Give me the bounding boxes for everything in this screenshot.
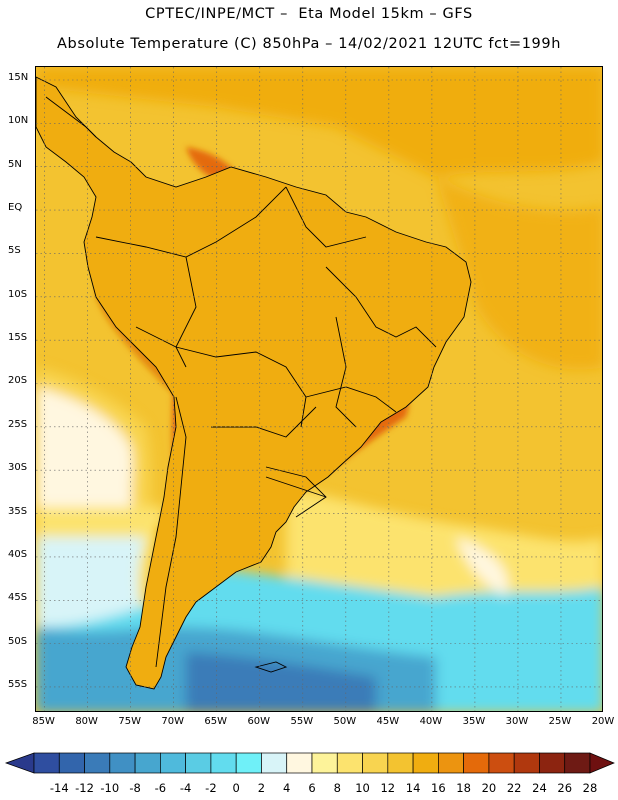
colorbar-swatch <box>235 752 262 774</box>
colorbar-tick-label: 12 <box>380 781 396 795</box>
lat-tick-label: EQ <box>8 202 23 214</box>
colorbar-high-arrow <box>589 752 615 774</box>
colorbar-tick-label: 6 <box>308 781 316 795</box>
colorbar-swatch <box>362 752 389 774</box>
lat-tick-label: 5N <box>8 158 22 170</box>
colorbar-tick-label: -8 <box>129 781 141 795</box>
border-peru-brazil <box>175 256 197 368</box>
field-atlantic-pale-patch <box>456 537 508 597</box>
colorbar-tick-label: 22 <box>506 781 522 795</box>
field-atlantic-warm <box>436 177 602 370</box>
lon-tick-label: 80W <box>75 716 98 727</box>
graticule <box>36 67 602 711</box>
colorbar-swatch <box>185 752 212 774</box>
colorbar-tick-label: -6 <box>154 781 167 795</box>
colorbar-tick-label: 16 <box>431 781 446 795</box>
border-rio-grande <box>265 476 327 498</box>
border-paraguay <box>211 406 317 438</box>
colorbar-low-arrow <box>4 752 35 774</box>
lon-tick-label: 85W <box>32 716 55 727</box>
lat-tick-label: 10S <box>8 288 28 300</box>
border-colombia <box>95 186 287 258</box>
colorbar-swatch <box>210 752 237 774</box>
lon-tick-label: 30W <box>505 716 529 727</box>
lon-tick-label: 75W <box>118 716 141 727</box>
lat-tick-label: 45S <box>8 592 28 604</box>
colorbar-swatch <box>160 752 186 774</box>
border-uruguay <box>265 466 327 518</box>
lon-tick-label: 20W <box>591 716 615 727</box>
colorbar-swatch <box>261 752 288 774</box>
temperature-colorbar <box>4 752 615 774</box>
colorbar-swatch <box>311 752 338 774</box>
colorbar-swatch <box>58 752 85 774</box>
colorbar-swatch <box>109 752 136 774</box>
map-title-line2: Absolute Temperature (C) 850hPa – 14/02/… <box>57 36 561 52</box>
lon-tick-label: 60W <box>247 716 271 727</box>
lon-tick-label: 40W <box>419 716 443 727</box>
lat-tick-label: 20S <box>8 375 28 387</box>
colorbar-tick-label: 18 <box>456 781 471 795</box>
falkland-islands <box>254 661 288 673</box>
map-canvas <box>36 67 602 711</box>
lat-tick-label: 50S <box>8 635 28 647</box>
colorbar-tick-label: 0 <box>232 781 240 795</box>
colorbar-swatch <box>463 752 490 774</box>
colorbar-tick-label: 20 <box>481 781 497 795</box>
lat-tick-label: 10N <box>8 115 29 127</box>
colorbar-tick-label: 10 <box>355 781 370 795</box>
border-brazil-states-3 <box>335 316 357 428</box>
border-brazil-states-1 <box>325 266 437 348</box>
border-chile-argentina <box>155 396 187 668</box>
lat-tick-label: 15N <box>8 72 29 83</box>
political-borders <box>36 76 472 690</box>
field-tropics-north <box>36 67 602 177</box>
colorbar-swatch <box>564 752 591 774</box>
lat-tick-label: 40S <box>8 548 28 560</box>
lon-tick-label: 45W <box>376 716 400 727</box>
lon-tick-label: 25W <box>548 716 572 727</box>
colorbar-tick-label: -4 <box>179 781 192 795</box>
lon-tick-label: 65W <box>204 716 228 727</box>
colorbar-swatch <box>539 752 566 774</box>
lat-tick-label: 55S <box>8 678 28 690</box>
colorbar-tick-label: 2 <box>257 781 266 795</box>
field-coldest-core <box>186 652 376 711</box>
lat-tick-label: 35S <box>8 505 28 517</box>
colorbar-tick-label: -14 <box>49 781 69 795</box>
border-guianas <box>285 186 367 248</box>
colorbar-swatch <box>336 752 363 774</box>
colorbar-tick-label: -12 <box>75 781 94 795</box>
colorbar-tick-label: 4 <box>283 781 291 795</box>
lat-tick-label: 15S <box>8 332 28 344</box>
temperature-map <box>35 66 603 712</box>
lat-tick-label: 30S <box>8 462 28 474</box>
colorbar-swatch <box>488 752 515 774</box>
colorbar-tick-label: -2 <box>205 781 217 795</box>
colorbar-swatch <box>412 752 439 774</box>
coast-central-america <box>45 96 97 138</box>
colorbar-tick-label: 26 <box>557 781 573 795</box>
lon-tick-label: 70W <box>161 716 184 727</box>
lon-tick-label: 50W <box>333 716 357 727</box>
colorbar-swatch <box>286 752 313 774</box>
colorbar-swatch <box>387 752 414 774</box>
colorbar-swatch <box>513 752 540 774</box>
map-title-line1: CPTEC/INPE/MCT – Eta Model 15km – GFS <box>145 6 473 22</box>
border-brazil-states-2 <box>305 386 397 413</box>
colorbar-swatch <box>33 752 60 774</box>
field-pacific-pale <box>36 387 136 527</box>
colorbar-swatch <box>438 752 464 774</box>
colorbar-tick-label: 8 <box>333 781 341 795</box>
lat-tick-label: 25S <box>8 418 28 430</box>
colorbar-tick-label: -10 <box>100 781 120 795</box>
lon-tick-label: 55W <box>290 716 314 727</box>
colorbar-tick-label: 28 <box>582 781 598 795</box>
colorbar-tick-label: 14 <box>405 781 421 795</box>
colorbar-tick-label: 24 <box>532 781 547 795</box>
lon-tick-label: 35W <box>462 716 486 727</box>
lat-tick-label: 5S <box>8 245 21 257</box>
colorbar-swatch <box>84 752 111 774</box>
colorbar-swatch <box>134 752 161 774</box>
